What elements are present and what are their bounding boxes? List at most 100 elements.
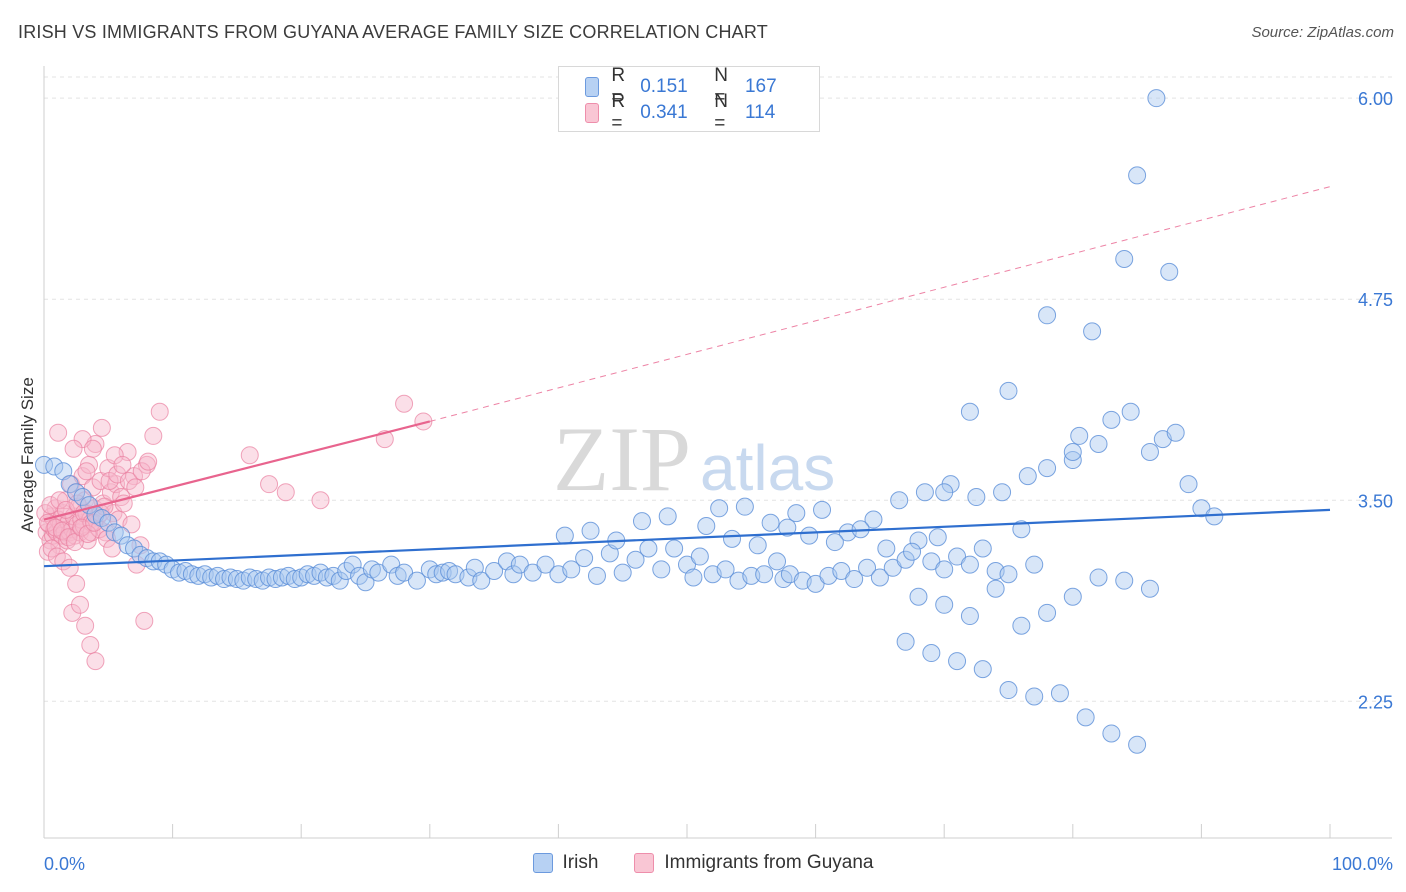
irish-point (883, 558, 902, 577)
irish-point (922, 644, 941, 663)
guyana-point (49, 423, 68, 442)
series-legend: Irish Immigrants from Guyana (0, 852, 1406, 874)
irish-point (778, 518, 797, 537)
grid-layer (44, 76, 1392, 702)
irish-point (960, 607, 979, 626)
legend-n-value: 167 (744, 76, 777, 97)
irish-point (555, 526, 574, 545)
irish-point (1140, 579, 1159, 598)
irish-point (395, 563, 414, 582)
irish-point (986, 579, 1005, 598)
irish-point (973, 660, 992, 679)
legend-item-irish[interactable]: Irish (532, 852, 598, 874)
source-label: Source: ZipAtlas.com (1251, 24, 1394, 41)
guyana-point (122, 515, 141, 534)
irish-point (510, 555, 529, 574)
irish-point (768, 552, 787, 571)
legend-r-label: R = (611, 91, 626, 134)
irish-point (909, 587, 928, 606)
irish-point (690, 547, 709, 566)
irish-point (665, 539, 684, 558)
guyana-point (83, 439, 102, 458)
irish-point (581, 521, 600, 540)
irish-point (813, 500, 832, 519)
irish-point (298, 565, 317, 584)
irish-point (112, 526, 131, 545)
irish-point (960, 555, 979, 574)
legend-n-label: N = (714, 65, 728, 108)
guyana-point (150, 402, 169, 421)
x-tick-label: 0.0% (44, 854, 85, 874)
irish-point (845, 570, 864, 589)
guyana-point (132, 462, 151, 481)
irish-point (832, 562, 851, 581)
irish-point (742, 566, 761, 585)
irish-point (716, 560, 735, 579)
irish-point (858, 558, 877, 577)
irish-point (755, 565, 774, 584)
y-axis-label: Average Family Size (18, 377, 37, 533)
guyana-point (64, 439, 83, 458)
legend-n-value: 114 (744, 102, 776, 123)
irish-point (260, 568, 279, 587)
irish-point (1140, 443, 1159, 461)
irish-point (896, 632, 915, 651)
irish-point (658, 507, 677, 526)
guyana-point (113, 455, 132, 474)
irish-point (1192, 499, 1211, 518)
irish-point (928, 528, 947, 547)
irish-point (993, 483, 1012, 502)
irish-point (1128, 166, 1147, 185)
irish-point (1012, 520, 1031, 539)
legend-label-guyana: Immigrants from Guyana (664, 852, 874, 873)
guyana-point (77, 462, 96, 481)
irish-point (935, 483, 954, 502)
irish-point (626, 550, 645, 569)
irish-point (935, 560, 954, 579)
irish-point (684, 568, 703, 587)
irish-point (1038, 603, 1057, 622)
irish-point (504, 565, 523, 584)
irish-point (227, 570, 246, 589)
guyana-point (60, 558, 79, 577)
irish-point (343, 555, 362, 574)
guyana-point (311, 491, 330, 510)
irish-point (967, 488, 986, 507)
guyana-point (240, 446, 259, 465)
irish-point (247, 570, 266, 589)
irish-point (1038, 306, 1057, 325)
irish-point (761, 513, 780, 532)
irish-point (613, 563, 632, 582)
guyana-point (98, 529, 117, 548)
legend-r-value: 0.341 (640, 102, 688, 123)
guyana-point (103, 539, 122, 558)
guyana-point (86, 652, 105, 671)
legend-r-value: 0.151 (640, 76, 688, 97)
irish-point (710, 499, 729, 518)
y-tick-label: 4.75 (1358, 290, 1393, 310)
irish-point (1083, 322, 1102, 341)
irish-point (1018, 467, 1037, 486)
irish-points (35, 89, 1224, 754)
irish-point (1089, 568, 1108, 587)
irish-point (915, 483, 934, 502)
irish-point (407, 571, 426, 590)
chart-title: IRISH VS IMMIGRANTS FROM GUYANA AVERAGE … (18, 22, 768, 42)
legend-item-guyana[interactable]: Immigrants from Guyana (634, 852, 873, 874)
irish-point (1050, 684, 1069, 703)
irish-point (864, 510, 883, 529)
irish-point (1160, 262, 1179, 281)
irish-point (1063, 443, 1082, 461)
irish-point (935, 595, 954, 614)
irish-point (890, 491, 909, 510)
guyana-point (67, 574, 86, 593)
irish-point (639, 539, 658, 558)
irish-point (99, 513, 118, 532)
guyana-point (92, 418, 111, 437)
legend-row-irish: R = 0.151 N = 167 (585, 65, 819, 108)
irish-point (215, 570, 234, 589)
irish-point (1102, 724, 1121, 743)
irish-point (877, 539, 896, 558)
irish-point (182, 565, 201, 584)
irish-point (1121, 402, 1140, 421)
